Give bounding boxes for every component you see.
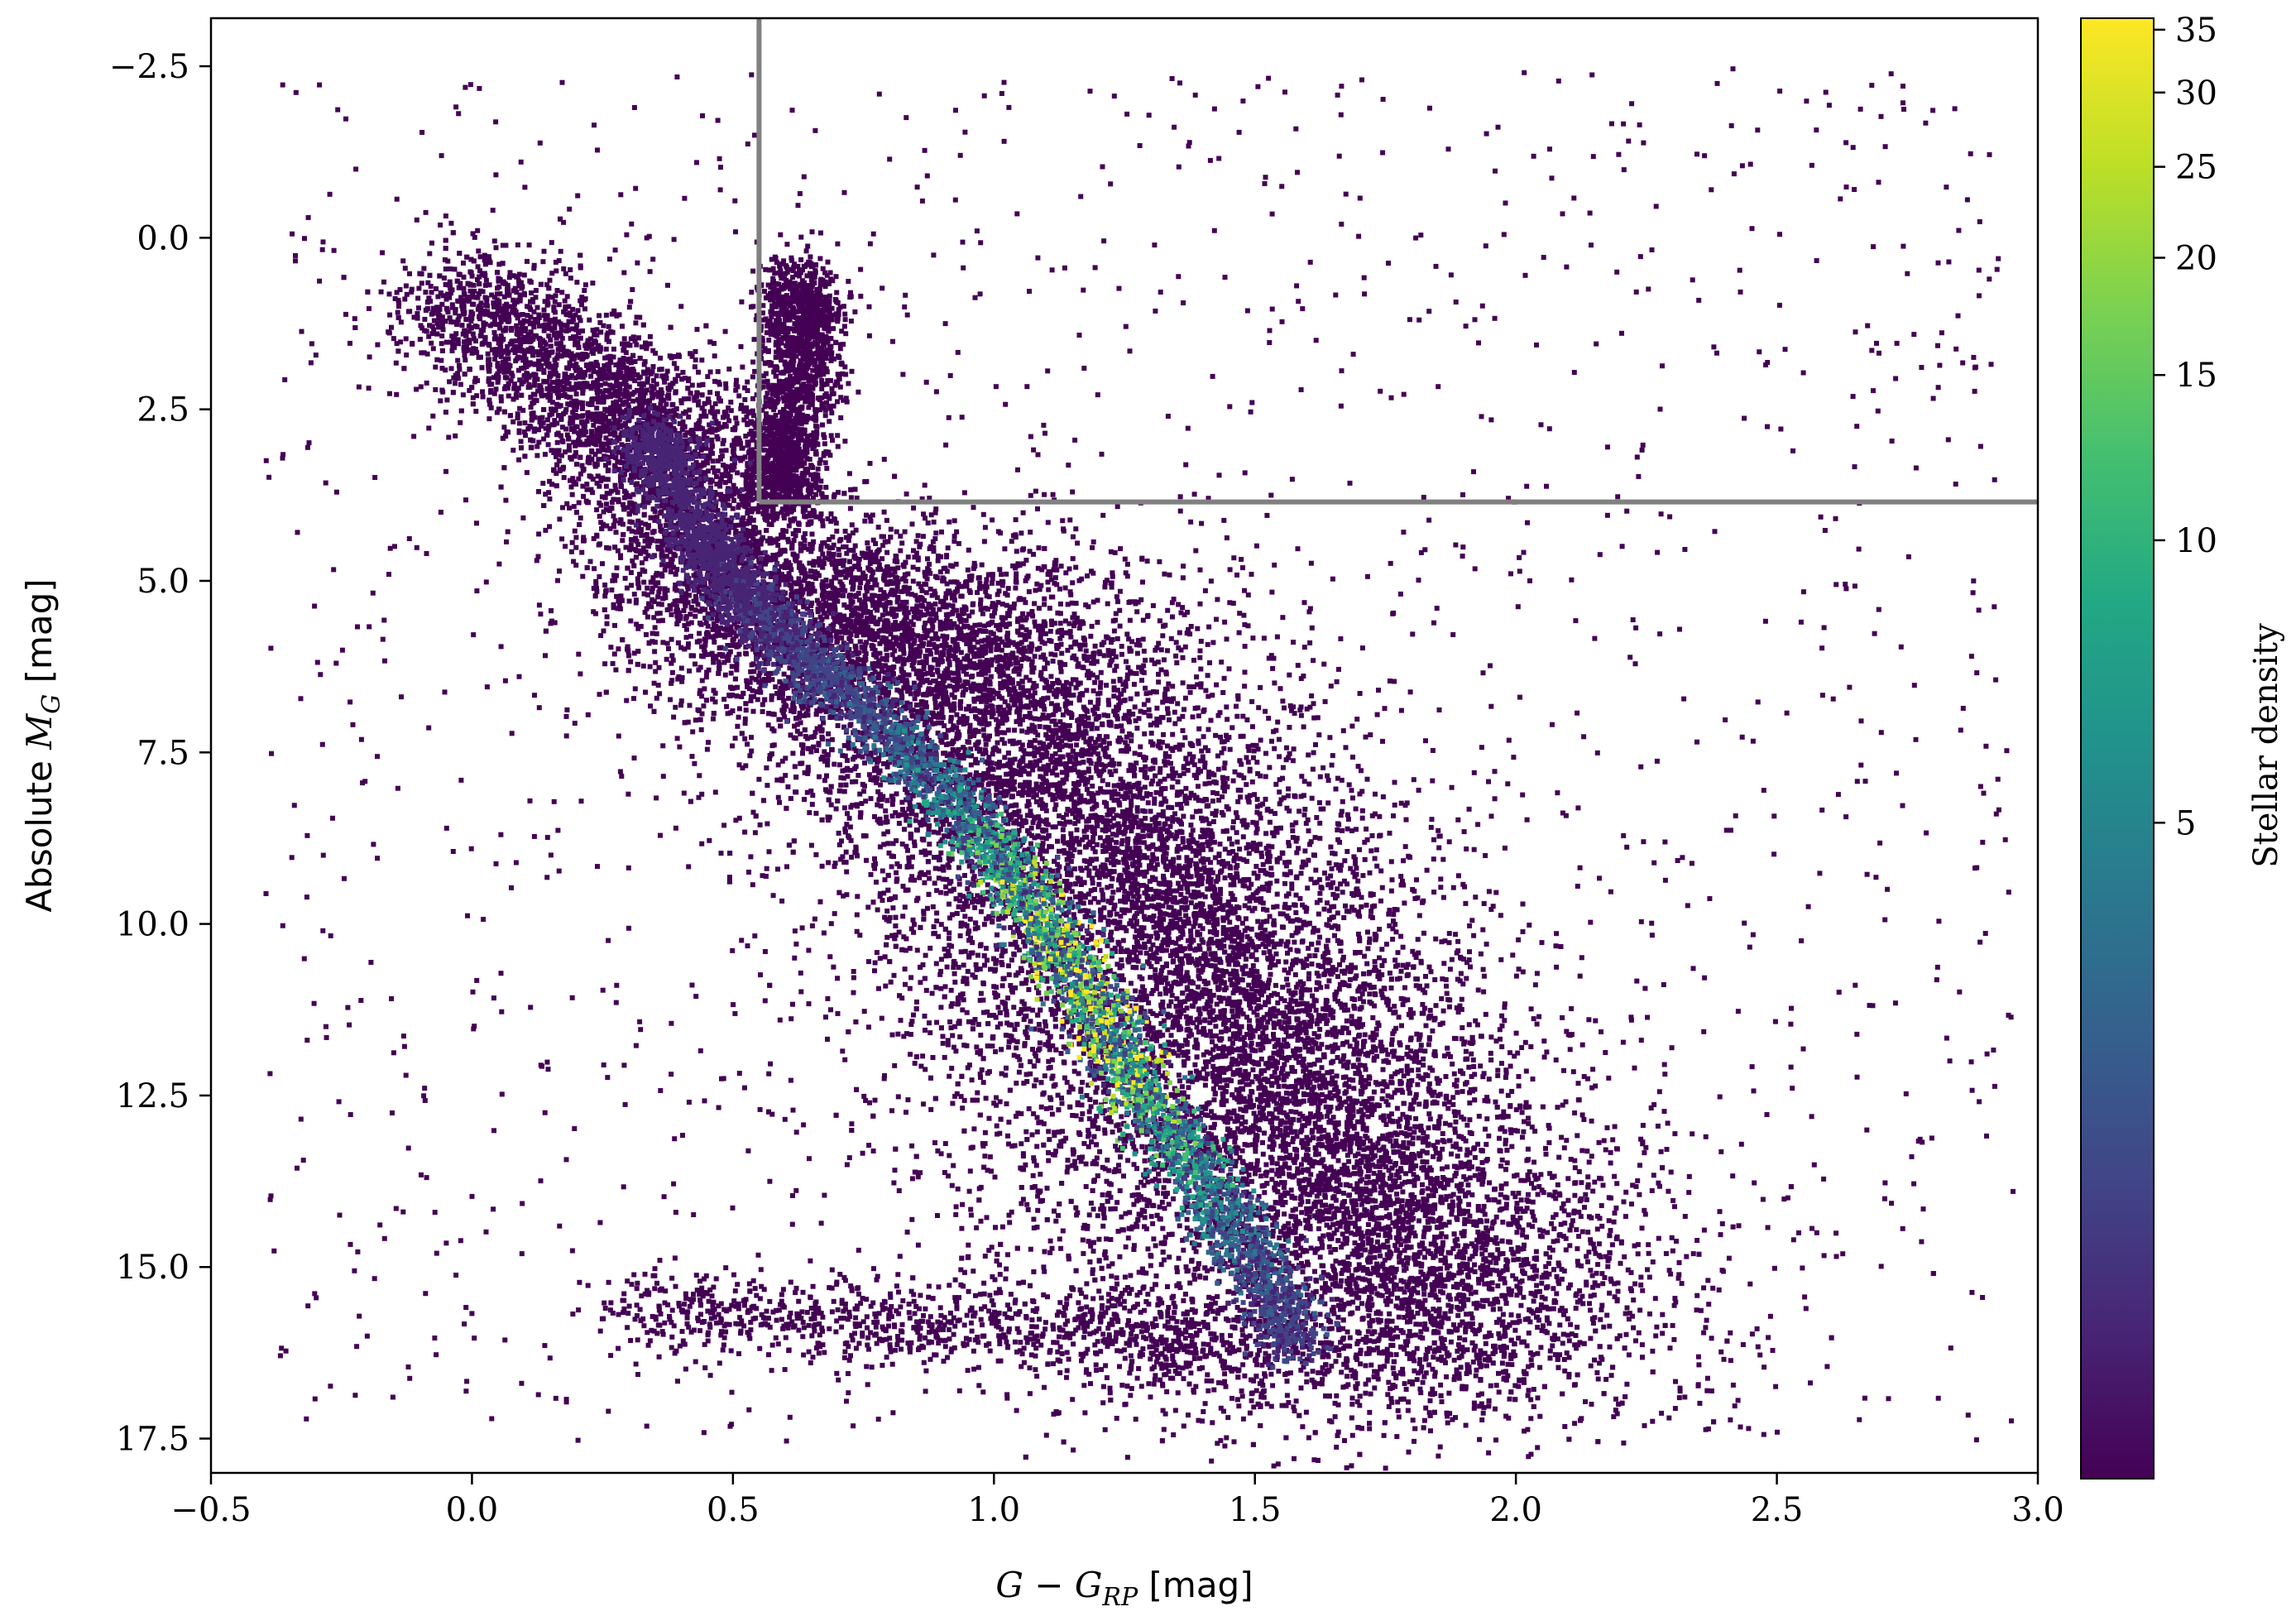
- y-axis: −2.5 0.0 2.5 5.0 7.5 10.0 12.5 15.0 17.5: [109, 48, 211, 1459]
- x-tick-label: −0.5: [170, 1491, 251, 1529]
- x-tick-label: 0.0: [446, 1491, 499, 1529]
- x-tick-label: 1.5: [1229, 1491, 1282, 1529]
- y-tick-label: 0.0: [137, 219, 189, 257]
- x-tick-label: 2.5: [1751, 1491, 1804, 1529]
- colorbar-tick-label: 35: [2175, 12, 2217, 50]
- y-tick-label: 15.0: [116, 1249, 189, 1287]
- x-tick-label: 1.0: [967, 1491, 1020, 1529]
- colorbar-tick-label: 25: [2175, 149, 2217, 187]
- density-points: [263, 66, 2016, 1471]
- colorbar-tick-label: 20: [2175, 240, 2217, 278]
- x-axis-label: G − GRP [mag]: [995, 1565, 1253, 1612]
- colorbar-tick-label: 5: [2175, 804, 2196, 842]
- colorbar-axis: 5 10 15 20 25 30 35: [2154, 12, 2217, 842]
- colorbar-tick-label: 30: [2175, 74, 2217, 113]
- y-tick-label: 2.5: [137, 391, 189, 429]
- selection-box: [756, 18, 2038, 505]
- colorbar-label: Stellar density: [2247, 623, 2285, 868]
- y-tick-label: 12.5: [116, 1077, 189, 1115]
- x-tick-label: 3.0: [2011, 1491, 2064, 1529]
- x-tick-label: 2.0: [1489, 1491, 1542, 1529]
- colorbar-tick-label: 15: [2175, 357, 2217, 395]
- y-tick-label: 7.5: [137, 734, 189, 772]
- y-tick-label: 17.5: [116, 1421, 189, 1459]
- plot-frame: [209, 17, 2040, 1475]
- y-tick-label: −2.5: [109, 48, 189, 86]
- x-tick-label: 0.5: [707, 1491, 760, 1529]
- x-axis: −0.5 0.0 0.5 1.0 1.5 2.0 2.5 3.0: [170, 1473, 2064, 1529]
- y-tick-label: 5.0: [137, 563, 189, 601]
- y-tick-label: 10.0: [116, 906, 189, 944]
- colorbar: [2080, 17, 2155, 1480]
- y-axis-label: Absolute MG [mag]: [19, 578, 66, 912]
- colorbar-tick-label: 10: [2175, 522, 2217, 560]
